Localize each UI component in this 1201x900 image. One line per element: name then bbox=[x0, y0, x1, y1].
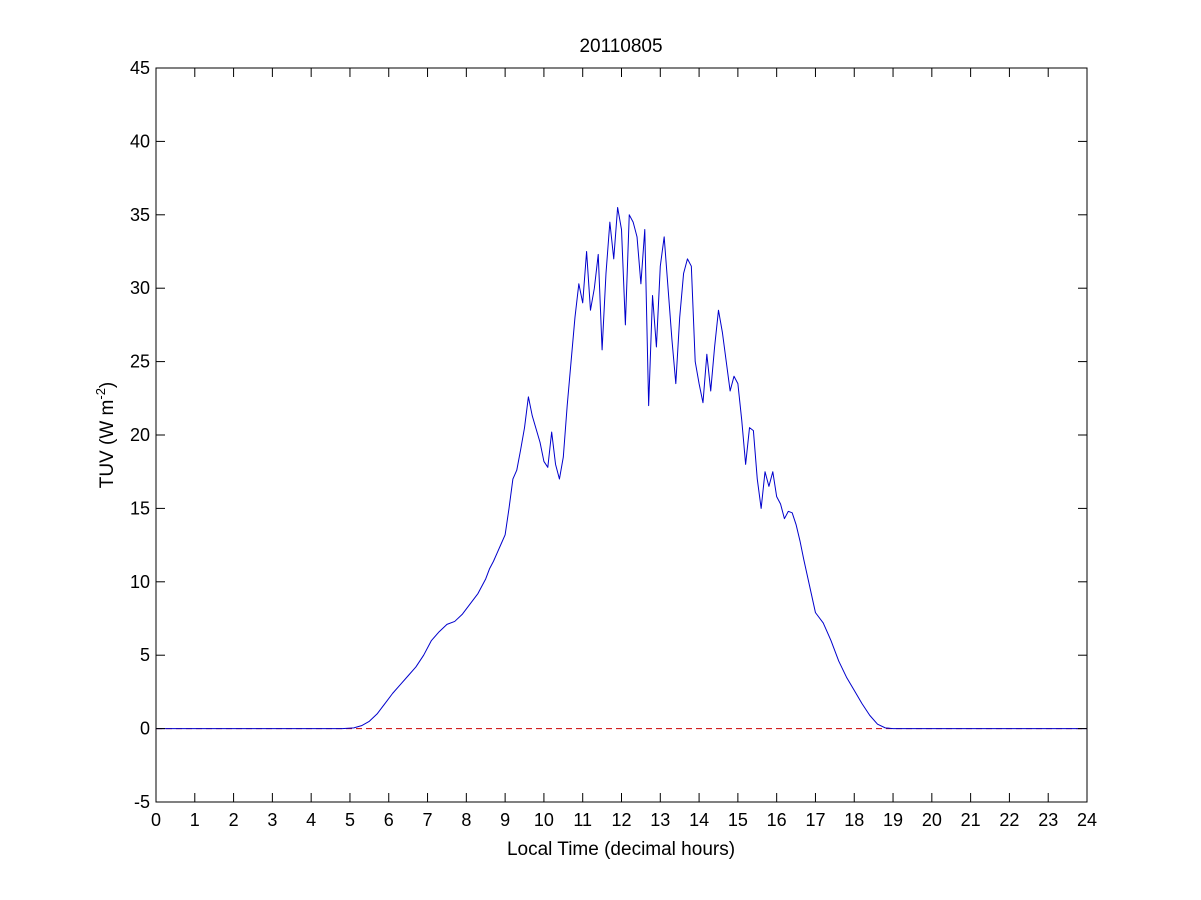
x-tick-label: 18 bbox=[844, 810, 864, 830]
y-axis-title-end: ) bbox=[97, 382, 118, 388]
tick-layer: 0 1 2 3 4 5 6 7 8 9 10 11 12 13 14 15 16 17 18 19 20 21 22 23 24… bbox=[130, 58, 1097, 830]
x-tick-label: 5 bbox=[345, 810, 355, 830]
y-tick-label: 10 bbox=[130, 572, 150, 592]
series-layer bbox=[156, 206, 1087, 730]
y-tick-label: 5 bbox=[140, 645, 150, 665]
x-tick-label: 10 bbox=[534, 810, 554, 830]
x-tick-label: 17 bbox=[805, 810, 825, 830]
y-tick-label: 20 bbox=[130, 425, 150, 445]
y-tick-label: 40 bbox=[130, 131, 150, 151]
y-tick-label: 35 bbox=[130, 205, 150, 225]
y-axis-title-superscript: -2 bbox=[93, 388, 108, 400]
x-tick-label: 3 bbox=[267, 810, 277, 830]
x-tick-label: 16 bbox=[767, 810, 787, 830]
x-tick-label: 6 bbox=[384, 810, 394, 830]
y-tick-label: 25 bbox=[130, 352, 150, 372]
x-tick-label: 8 bbox=[461, 810, 471, 830]
x-tick-label: 20 bbox=[922, 810, 942, 830]
plot-area: 0 1 2 3 4 5 6 7 8 9 10 11 12 13 14 15 16 17 18 19 20 21 22 23 24… bbox=[130, 58, 1097, 830]
x-tick-label: 7 bbox=[423, 810, 433, 830]
x-tick-label: 9 bbox=[500, 810, 510, 830]
x-tick-label: 4 bbox=[306, 810, 316, 830]
x-tick-label: 22 bbox=[999, 810, 1019, 830]
chart-title: 20110805 bbox=[579, 36, 662, 57]
y-tick-label: 45 bbox=[130, 58, 150, 78]
y-tick-label: 15 bbox=[130, 498, 150, 518]
x-axis-title: Local Time (decimal hours) bbox=[507, 839, 735, 860]
x-tick-label: 11 bbox=[573, 810, 592, 830]
y-tick-label: -5 bbox=[134, 792, 150, 812]
x-tick-label: 13 bbox=[650, 810, 670, 830]
x-tick-label: 24 bbox=[1077, 810, 1097, 830]
x-tick-label: 2 bbox=[229, 810, 239, 830]
y-tick-label: 30 bbox=[130, 278, 150, 298]
tuv-series-line bbox=[156, 206, 1087, 730]
x-tick-label: 0 bbox=[151, 810, 161, 830]
y-tick-label: 0 bbox=[140, 719, 150, 739]
x-tick-label: 21 bbox=[961, 810, 981, 830]
x-tick-label: 12 bbox=[611, 810, 631, 830]
y-axis-title-main: TUV (W m bbox=[97, 400, 118, 489]
x-tick-label: 19 bbox=[883, 810, 903, 830]
x-tick-label: 1 bbox=[190, 810, 200, 830]
x-tick-label: 23 bbox=[1038, 810, 1058, 830]
x-tick-label: 14 bbox=[689, 810, 709, 830]
plot-frame bbox=[155, 67, 1088, 803]
y-axis-title: TUV (W m-2) bbox=[93, 382, 118, 489]
x-tick-label: 15 bbox=[728, 810, 748, 830]
